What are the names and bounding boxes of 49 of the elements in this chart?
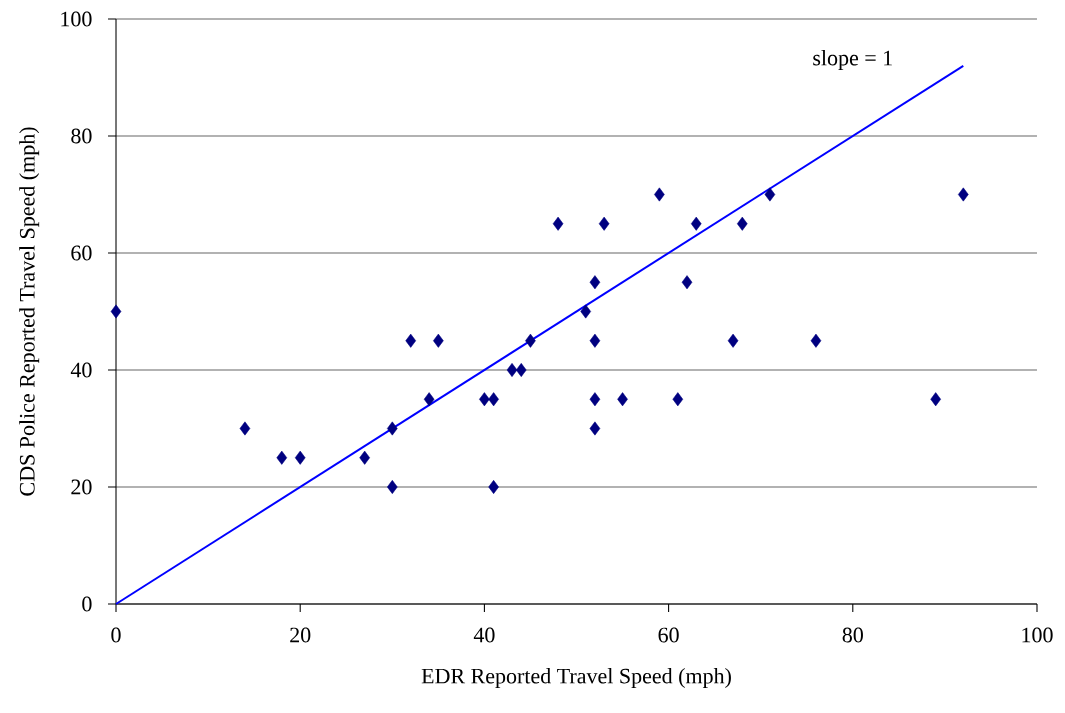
point xyxy=(672,392,684,407)
point xyxy=(423,392,435,407)
x-tick-label: 20 xyxy=(290,627,311,643)
point xyxy=(727,333,739,348)
point xyxy=(110,304,122,319)
point xyxy=(810,333,822,348)
point xyxy=(294,450,306,465)
x-tick-label: 40 xyxy=(473,627,495,643)
point xyxy=(589,421,601,436)
point xyxy=(387,480,398,494)
point xyxy=(589,275,601,290)
point xyxy=(488,480,499,494)
point xyxy=(654,187,665,202)
point xyxy=(239,421,251,436)
point xyxy=(930,392,941,407)
point xyxy=(359,450,370,465)
x-tick-label: 100 xyxy=(1022,627,1053,643)
point xyxy=(589,392,601,407)
point xyxy=(737,216,748,231)
point xyxy=(681,275,693,290)
point xyxy=(598,216,610,231)
point xyxy=(506,363,518,377)
x-axis-title: EDR Reported Travel Speed (mph) xyxy=(421,668,731,688)
annotation: slope = 1 xyxy=(813,49,892,70)
y-tick-label: 60 xyxy=(71,245,92,261)
point xyxy=(552,216,564,231)
point xyxy=(525,333,536,348)
point xyxy=(589,333,601,348)
point xyxy=(405,333,416,348)
point xyxy=(387,421,398,436)
point xyxy=(617,392,628,407)
point xyxy=(515,363,527,377)
y-tick-label: 100 xyxy=(61,11,92,27)
y-tick-label: 80 xyxy=(71,128,92,144)
point xyxy=(479,392,490,407)
point xyxy=(488,392,499,407)
y-tick-label: 0 xyxy=(82,596,92,612)
y-tick-label: 20 xyxy=(71,479,92,495)
x-tick-label: 60 xyxy=(658,627,679,643)
y-axis-title: CDS Police Reported Travel Speed (mph) xyxy=(19,127,40,496)
point xyxy=(958,187,969,202)
x-tick-label: 80 xyxy=(842,627,863,643)
point xyxy=(433,333,444,348)
point xyxy=(580,304,591,319)
point xyxy=(690,216,702,231)
y-tick-label: 40 xyxy=(70,362,92,378)
x-tick-label: 0 xyxy=(111,627,121,643)
point xyxy=(764,187,776,202)
point xyxy=(276,450,288,465)
